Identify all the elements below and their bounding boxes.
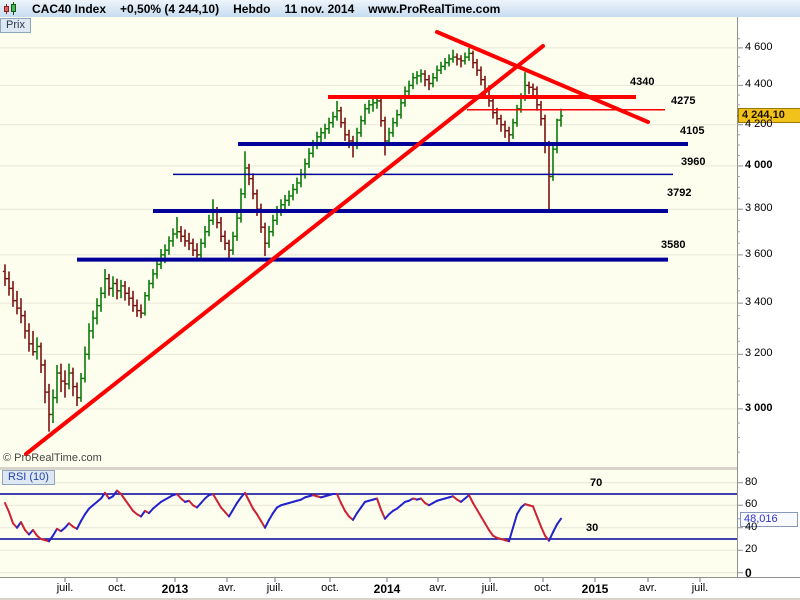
site-link: www.ProRealTime.com bbox=[368, 1, 501, 16]
candles-layer bbox=[2, 47, 564, 432]
rsi-layer bbox=[0, 482, 737, 574]
time-axis bbox=[64, 578, 701, 582]
trendlines[interactable] bbox=[24, 30, 650, 456]
candlestick-icon bbox=[3, 1, 18, 16]
price-plot-area[interactable] bbox=[0, 17, 737, 467]
date-label: 11 nov. 2014 bbox=[284, 1, 355, 16]
tab-rsi-pane[interactable]: RSI (10) bbox=[2, 470, 55, 485]
chart-header: CAC40 Index +0,50% (4 244,10) Hebdo 11 n… bbox=[0, 0, 800, 18]
price-change: +0,50% (4 244,10) bbox=[120, 1, 220, 16]
tab-price-pane[interactable]: Prix bbox=[0, 18, 31, 33]
time-axis-strip[interactable] bbox=[0, 577, 800, 598]
timeframe-label: Hebdo bbox=[233, 1, 271, 16]
instrument-title: CAC40 Index bbox=[32, 1, 107, 16]
rsi-plot-area[interactable] bbox=[0, 470, 737, 577]
price-gridlines bbox=[0, 38, 743, 453]
level-lines[interactable] bbox=[77, 95, 688, 262]
